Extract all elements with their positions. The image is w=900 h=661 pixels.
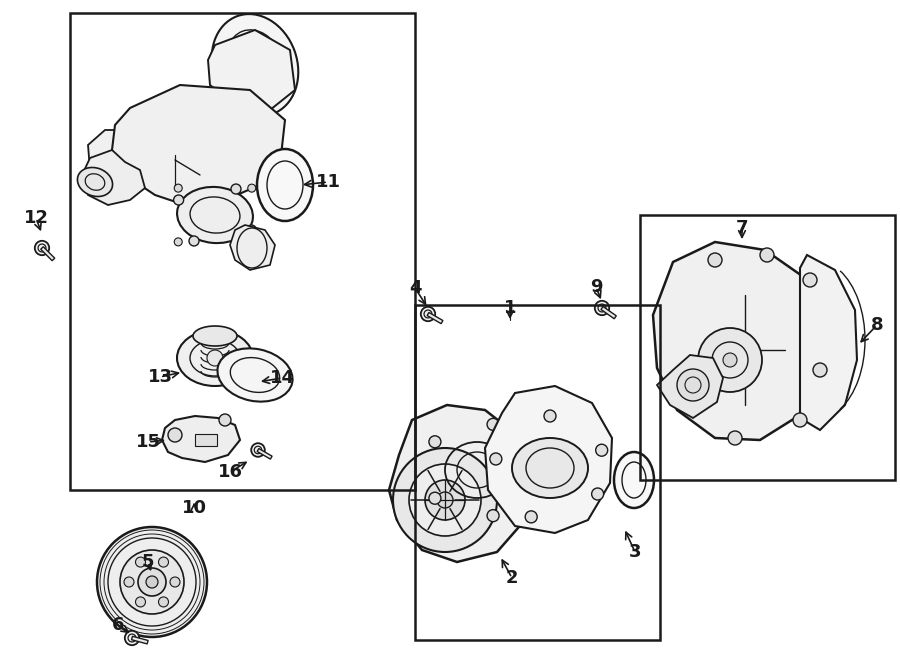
Bar [70,13,415,490]
Text: 6: 6 [112,616,124,634]
Ellipse shape [212,14,298,116]
Text: 4: 4 [409,279,421,297]
Polygon shape [800,255,857,430]
Circle shape [760,248,774,262]
Circle shape [487,510,500,522]
Polygon shape [485,386,612,533]
Text: 1: 1 [504,299,517,317]
Text: 9: 9 [590,278,602,296]
Circle shape [136,597,146,607]
Bar [96,148,114,162]
Circle shape [158,597,168,607]
Circle shape [708,253,722,267]
Circle shape [677,369,709,401]
Ellipse shape [218,348,292,402]
Circle shape [487,418,500,430]
Text: 5: 5 [142,553,154,571]
Circle shape [421,307,436,321]
Circle shape [248,238,256,246]
Ellipse shape [177,330,253,386]
Circle shape [393,448,497,552]
Ellipse shape [257,149,313,221]
Polygon shape [40,247,55,260]
Circle shape [124,577,134,587]
Circle shape [168,428,182,442]
Circle shape [793,413,807,427]
Circle shape [120,550,184,614]
Circle shape [595,301,609,315]
Polygon shape [208,30,295,110]
Circle shape [125,631,140,645]
Circle shape [175,238,182,246]
Circle shape [174,195,184,205]
Circle shape [813,363,827,377]
Polygon shape [131,637,149,644]
Polygon shape [657,355,723,418]
Text: 11: 11 [316,173,340,191]
Circle shape [429,436,441,447]
Circle shape [219,414,231,426]
Text: 14: 14 [269,369,294,387]
Circle shape [189,236,199,246]
Circle shape [429,492,441,504]
Text: 10: 10 [182,499,206,517]
Text: 3: 3 [629,543,641,561]
Circle shape [251,443,265,457]
Circle shape [425,480,465,520]
Circle shape [728,431,742,445]
Ellipse shape [512,438,588,498]
Circle shape [158,557,168,567]
Ellipse shape [177,187,253,243]
Circle shape [138,568,166,596]
Text: 8: 8 [870,316,883,334]
Circle shape [526,511,537,523]
Circle shape [698,328,762,392]
Polygon shape [428,313,443,324]
Circle shape [35,241,50,255]
Circle shape [170,577,180,587]
Circle shape [723,353,737,367]
Circle shape [97,527,207,637]
Bar [195,434,217,446]
Polygon shape [389,405,529,562]
Bar [415,305,660,640]
Ellipse shape [614,452,654,508]
Circle shape [175,184,182,192]
Circle shape [523,464,535,476]
Polygon shape [82,150,145,205]
Circle shape [231,184,241,194]
Text: 2: 2 [506,569,518,587]
Polygon shape [162,416,240,462]
Text: 7: 7 [736,219,748,237]
Circle shape [803,273,817,287]
Circle shape [490,453,502,465]
Circle shape [136,557,146,567]
Text: 13: 13 [148,368,173,386]
Circle shape [207,350,223,366]
Polygon shape [257,449,272,459]
Text: 15: 15 [136,433,160,451]
Polygon shape [88,130,140,180]
Polygon shape [601,307,617,319]
Bar [640,215,895,480]
Circle shape [247,225,256,235]
Circle shape [248,184,256,192]
Circle shape [146,576,158,588]
Circle shape [544,410,556,422]
Polygon shape [230,225,275,270]
Text: 12: 12 [23,209,49,227]
Circle shape [409,464,481,536]
Circle shape [596,444,608,456]
Polygon shape [112,85,285,205]
Polygon shape [653,242,825,440]
Text: 16: 16 [218,463,242,481]
Circle shape [437,492,453,508]
Ellipse shape [193,326,237,346]
Ellipse shape [77,167,112,196]
Circle shape [591,488,604,500]
